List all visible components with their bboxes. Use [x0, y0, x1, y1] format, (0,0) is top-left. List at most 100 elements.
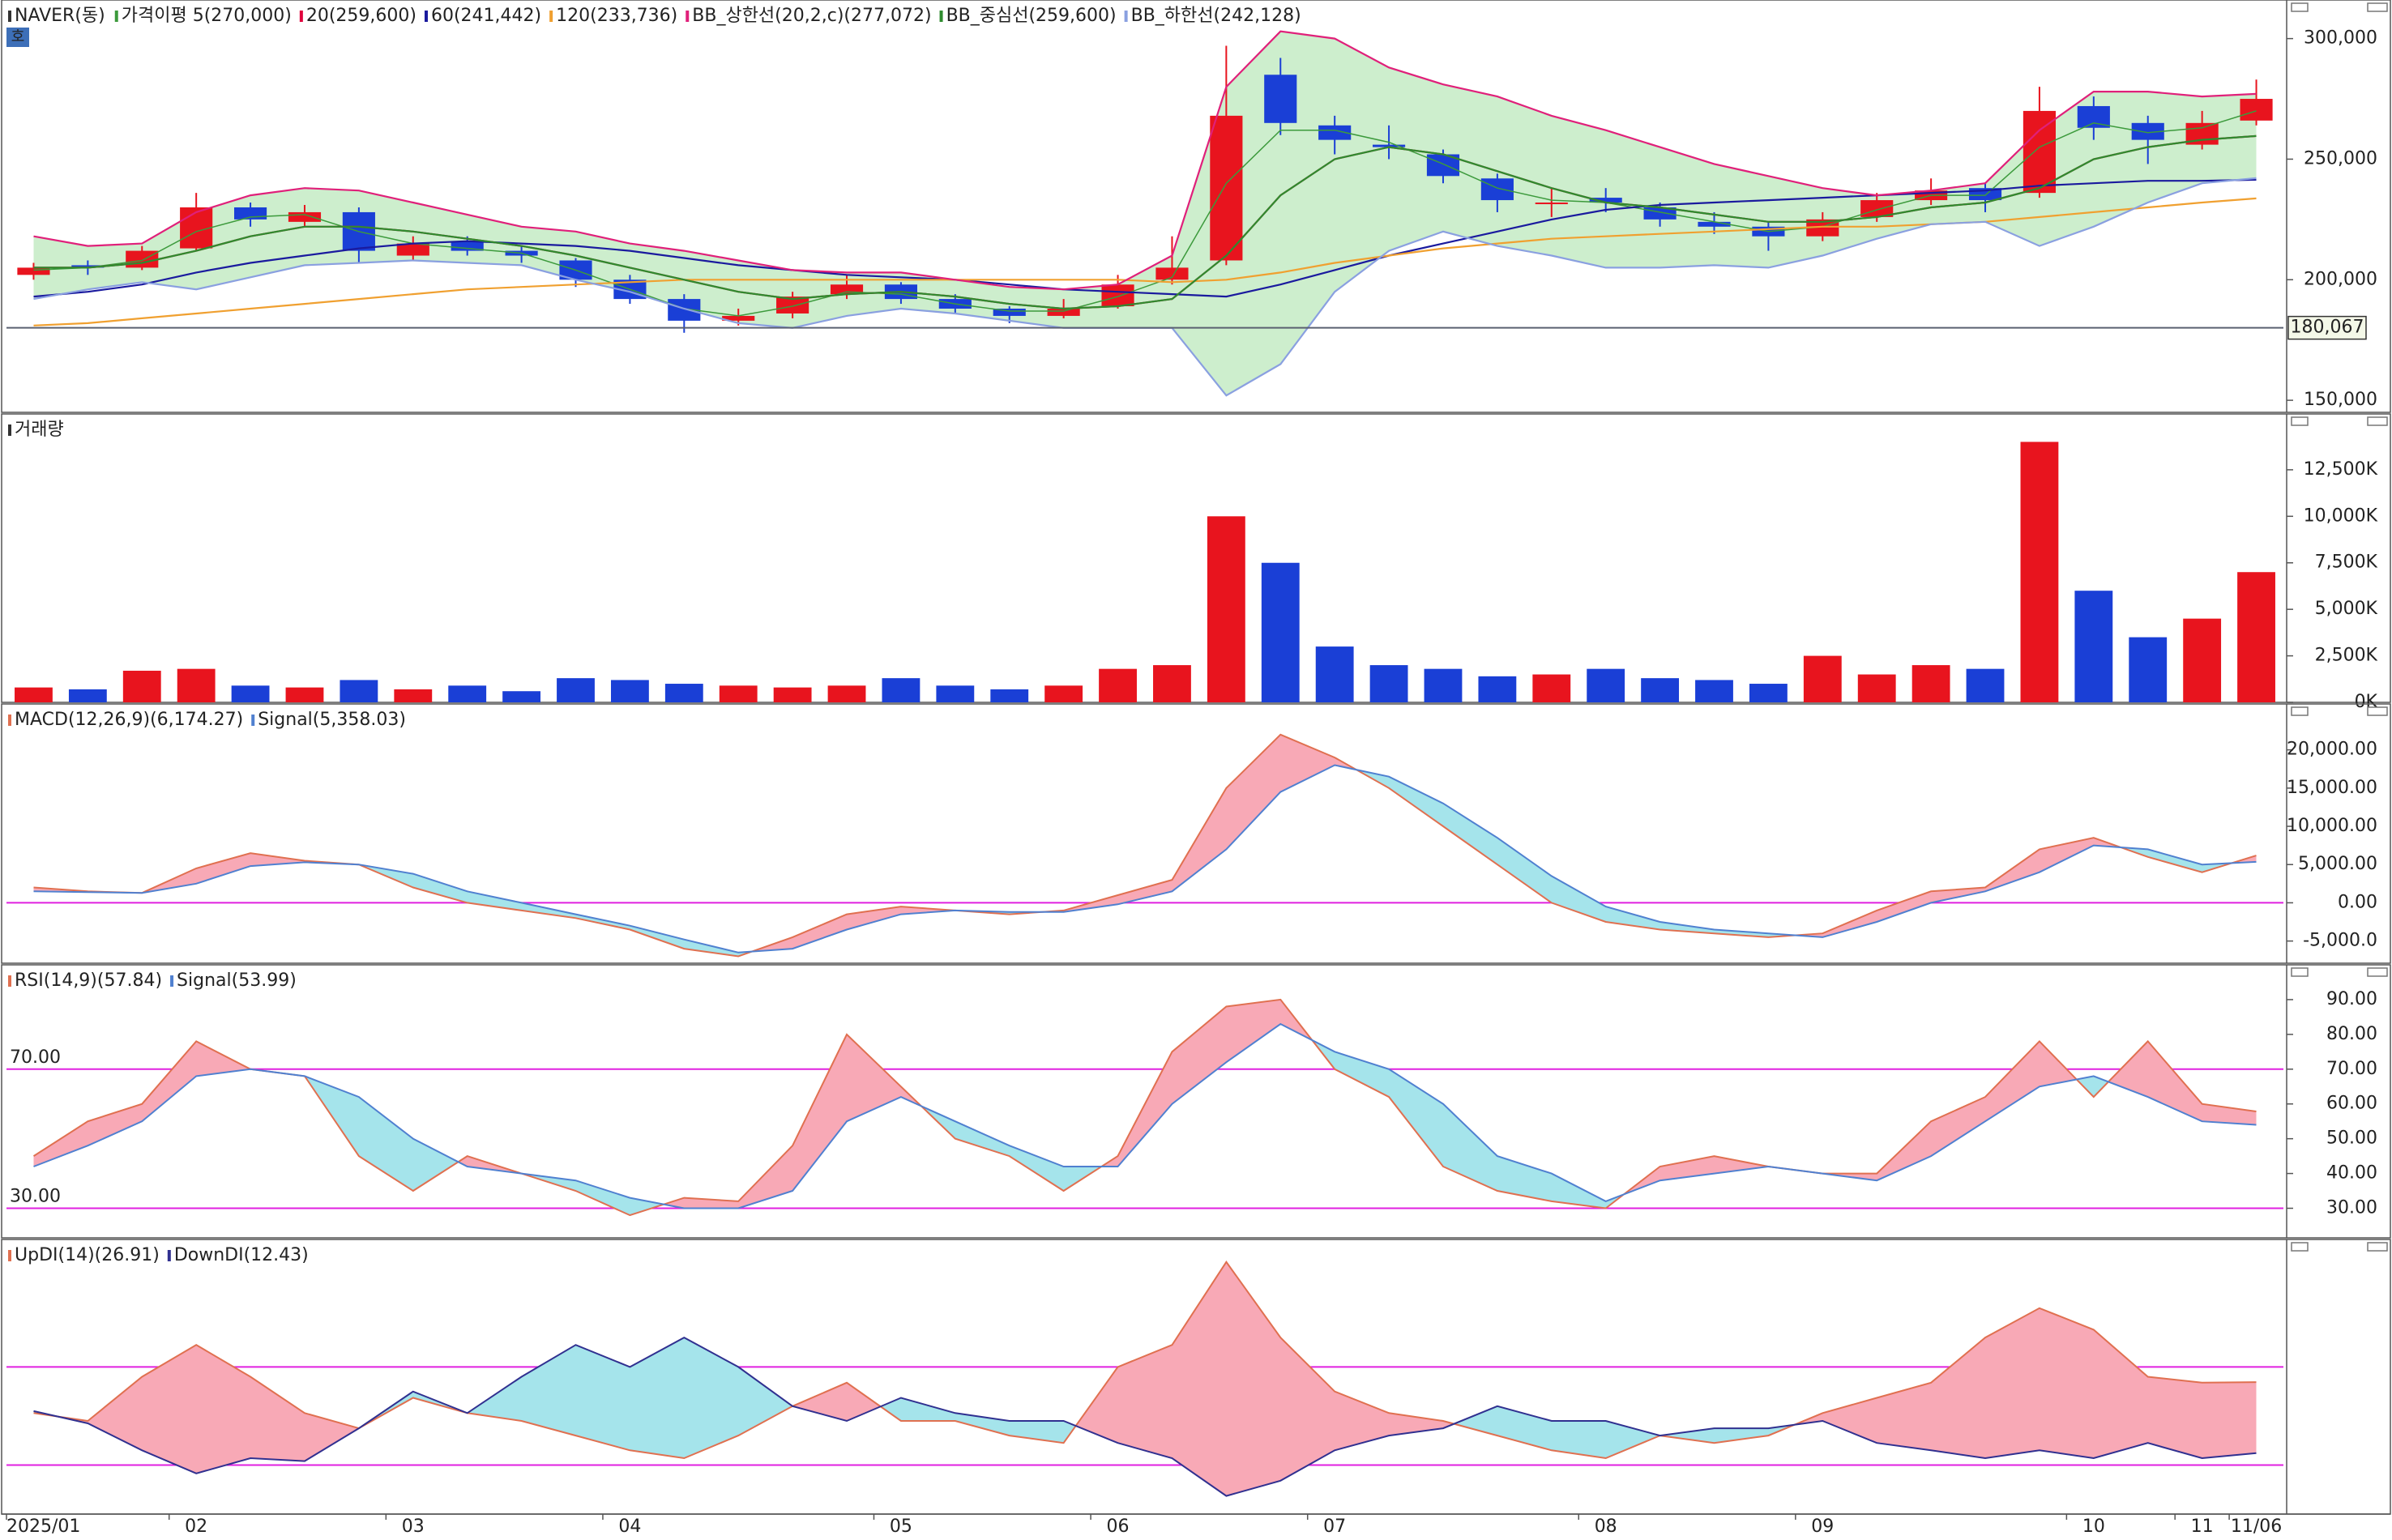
volume-bar: [2020, 442, 2059, 702]
volume-bar: [285, 687, 324, 702]
x-tick-label: 03: [402, 1517, 425, 1537]
y-tick-label: 300,000: [2304, 28, 2377, 49]
candle-body: [1373, 144, 1406, 147]
volume-bar: [936, 685, 975, 702]
legend-entry: RSI(14,9)(57.84): [15, 970, 162, 991]
y-tick-label: 20,000.00: [2287, 740, 2377, 760]
panel-icon: [2367, 416, 2388, 426]
line: [33, 764, 2257, 953]
volume-bar: [1532, 674, 1571, 702]
legend-entry: Signal(5,358.03): [258, 710, 406, 730]
volume-bar: [177, 668, 216, 702]
y-tick-label: -5,000.0: [2303, 931, 2377, 951]
volume-bar: [1153, 665, 1191, 702]
volume-bar: [1911, 665, 1950, 702]
volume-bar: [1695, 680, 1733, 702]
candle-body: [288, 211, 322, 222]
price-label: 180,067: [2291, 318, 2364, 338]
legend-marker: [549, 11, 553, 22]
legend-marker: [686, 11, 690, 22]
x-tick-label: 11/06: [2231, 1517, 2282, 1537]
price-label-box: [2287, 315, 2367, 340]
legend-entry: 60(241,442): [431, 6, 541, 26]
legend-marker: [424, 11, 428, 22]
legend-entry: BB_중심선(259,600): [946, 6, 1117, 26]
legend-entry: DownDI(12.43): [174, 1245, 309, 1265]
line: [33, 197, 2257, 326]
volume-bar: [1803, 655, 1842, 702]
line: [33, 1022, 2257, 1209]
y-tick-label: 5,000K: [2315, 599, 2378, 619]
panel-icon: [2367, 1242, 2388, 1252]
reference-label: 70.00: [10, 1047, 61, 1068]
y-tick-label: 2,500K: [2315, 646, 2378, 666]
y-tick-label: 250,000: [2304, 148, 2377, 169]
candle-body: [2023, 110, 2056, 194]
volume-bar: [231, 685, 270, 702]
candle-body: [17, 267, 50, 275]
candle-body: [180, 207, 213, 249]
x-tick-label: 2025/01: [6, 1517, 80, 1537]
y-tick-label: 200,000: [2304, 269, 2377, 289]
volume-bar: [664, 684, 703, 702]
y-tick-label: 80.00: [2326, 1024, 2377, 1044]
badge: 호: [11, 28, 25, 45]
panel-frame: [1, 964, 2391, 1239]
fill-area: [33, 999, 2257, 1209]
volume-bar: [15, 687, 53, 702]
volume-bar: [1044, 685, 1083, 702]
line: [33, 1261, 2257, 1460]
candle-body: [1047, 309, 1080, 316]
volume-bar: [1641, 678, 1680, 702]
candle-body: [396, 243, 429, 256]
legend-marker: [8, 975, 11, 987]
x-tick-label: 07: [1323, 1517, 1346, 1537]
volume-bar: [502, 691, 541, 702]
volume-bar: [990, 689, 1029, 702]
volume-bar: [68, 689, 107, 702]
line: [33, 110, 2257, 317]
reference-label: 30.00: [10, 1187, 61, 1207]
y-tick-label: 60.00: [2326, 1094, 2377, 1114]
volume-bar: [2183, 618, 2222, 702]
volume-bar: [610, 680, 649, 702]
panel-icon: [2291, 1242, 2309, 1252]
volume-bar: [1424, 668, 1463, 702]
volume-bar: [882, 678, 920, 702]
x-tick-label: 08: [1595, 1517, 1617, 1537]
legend-entry: 가격이평 5(270,000): [122, 6, 292, 26]
legend-entry: 20(259,600): [306, 6, 416, 26]
volume-bar: [773, 687, 812, 702]
panel-frame: [1, 413, 2391, 703]
y-tick-label: 10,000K: [2304, 506, 2378, 526]
volume-bar: [122, 670, 161, 702]
line: [32, 998, 2257, 1217]
y-tick-label: 7,500K: [2315, 552, 2378, 573]
candle-body: [1535, 203, 1568, 205]
x-tick-label: 06: [1107, 1517, 1130, 1537]
bollinger-fill: [33, 31, 2257, 396]
volume-bar: [1261, 562, 1300, 702]
volume-bar: [2074, 591, 2113, 702]
y-tick-label: 70.00: [2326, 1059, 2377, 1079]
legend-entry: BB_하한선(242,128): [1131, 6, 1301, 26]
candle-body: [1264, 75, 1297, 123]
y-tick-label: 0.00: [2338, 892, 2377, 912]
legend-marker: [299, 11, 303, 22]
y-tick-label: 12,500K: [2304, 459, 2378, 480]
legend-marker: [8, 1250, 11, 1261]
y-tick-label: 50.00: [2326, 1128, 2377, 1149]
candle-body: [1589, 198, 1622, 203]
legend-entry: MACD(12,26,9)(6,174.27): [15, 710, 243, 730]
panel-icon: [2291, 967, 2309, 977]
legend-entry: Signal(53.99): [177, 970, 297, 991]
legend-entry: UpDI(14)(26.91): [15, 1245, 160, 1265]
legend-marker: [1124, 11, 1128, 22]
legend-marker: [167, 1250, 171, 1261]
volume-bar: [2237, 572, 2275, 702]
panel-frame: [1, 703, 2391, 964]
candle-body: [1101, 284, 1134, 307]
legend-marker: [939, 11, 943, 22]
volume-bar: [1587, 668, 1625, 702]
